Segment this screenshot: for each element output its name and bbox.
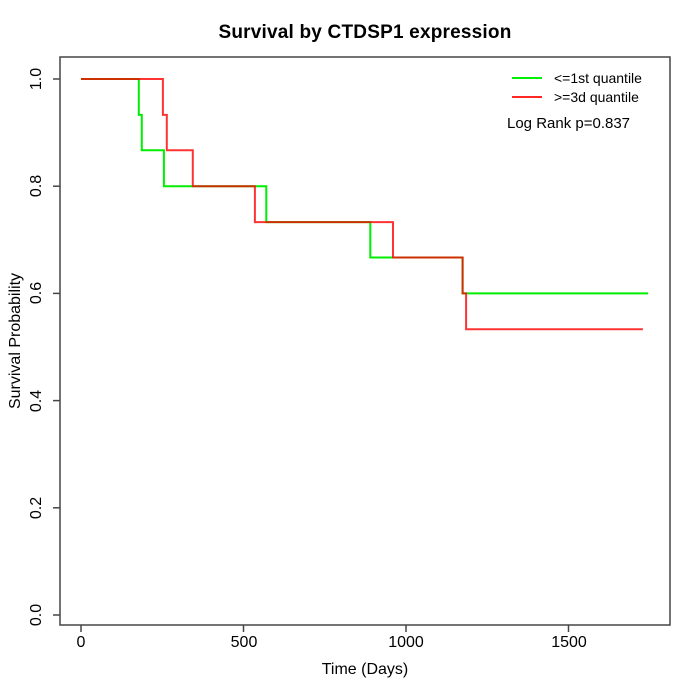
x-tick-label-500: 500 bbox=[230, 634, 258, 651]
legend-label-third-quantile: >=3d quantile bbox=[554, 89, 639, 105]
km-curve-low-expression bbox=[81, 78, 649, 295]
plot-box bbox=[59, 56, 671, 626]
legend-label-first-quantile: <=1st quantile bbox=[554, 70, 642, 86]
x-tick-label-1000: 1000 bbox=[388, 634, 424, 651]
log-rank-p-value: Log Rank p=0.837 bbox=[507, 115, 631, 132]
y-tick-label-1.0: 1.0 bbox=[28, 67, 45, 91]
y-tick-label-0.2: 0.2 bbox=[28, 496, 45, 520]
y-tick-label-0.6: 0.6 bbox=[28, 281, 45, 305]
y-tick-label-0.4: 0.4 bbox=[28, 389, 45, 413]
y-tick-label-0.0: 0.0 bbox=[28, 603, 45, 627]
y-axis-label: Survival Probability bbox=[7, 272, 24, 410]
x-tick-label-0: 0 bbox=[76, 634, 86, 651]
legend-line-red bbox=[512, 96, 542, 98]
x-axis-label: Time (Days) bbox=[321, 661, 409, 678]
y-tick-label-0.8: 0.8 bbox=[28, 174, 45, 198]
legend-line-green bbox=[512, 77, 542, 79]
chart-title: Survival by CTDSP1 expression bbox=[218, 22, 512, 43]
x-tick-label-1500: 1500 bbox=[551, 634, 587, 651]
km-curve-high-expression bbox=[81, 78, 643, 331]
